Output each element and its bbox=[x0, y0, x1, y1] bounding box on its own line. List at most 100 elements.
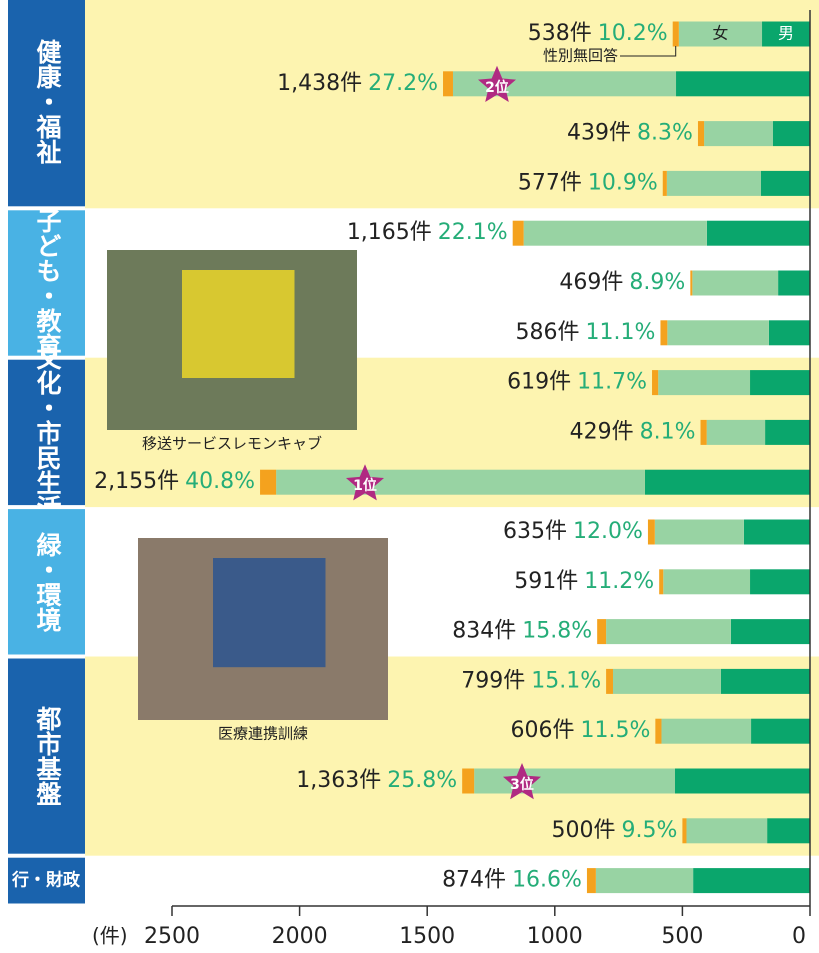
share-label: 8.1% bbox=[640, 419, 696, 444]
bar-segment bbox=[661, 719, 751, 744]
group-label: 文化・市民生活 bbox=[33, 344, 62, 520]
share-label: 15.1% bbox=[531, 668, 601, 693]
share-label: 40.8% bbox=[185, 469, 255, 494]
count-label: 469件 bbox=[559, 270, 623, 295]
count-label: 2,155件 bbox=[94, 469, 179, 494]
bar-segment bbox=[663, 569, 750, 594]
bar-segment bbox=[707, 420, 765, 445]
bar-segment bbox=[658, 370, 750, 395]
bar-segment bbox=[773, 121, 810, 146]
bar-segment bbox=[675, 769, 810, 794]
share-label: 11.2% bbox=[584, 569, 654, 594]
x-axis-label: (件) bbox=[92, 924, 128, 948]
bar-segment bbox=[652, 370, 658, 395]
share-label: 8.3% bbox=[637, 121, 693, 146]
bar-segment bbox=[744, 520, 810, 545]
x-tick-label: 1000 bbox=[527, 924, 583, 949]
bar-segment bbox=[769, 320, 810, 345]
count-label: 439件 bbox=[567, 121, 631, 146]
bar-segment bbox=[704, 121, 773, 146]
count-label: 834件 bbox=[452, 619, 516, 644]
bar-segment bbox=[648, 520, 655, 545]
bar-segment bbox=[686, 818, 767, 843]
share-label: 27.2% bbox=[368, 71, 438, 96]
bar-segment bbox=[765, 420, 810, 445]
share-label: 11.1% bbox=[586, 320, 656, 345]
bar-segment bbox=[276, 470, 645, 495]
bar-segment bbox=[513, 221, 524, 246]
x-tick-label: 2500 bbox=[144, 924, 200, 949]
legend-label: 男 bbox=[778, 24, 794, 43]
share-label: 16.6% bbox=[512, 868, 582, 893]
x-tick-label: 2000 bbox=[272, 924, 328, 949]
bar-segment bbox=[587, 868, 596, 893]
share-label: 9.5% bbox=[621, 818, 677, 843]
count-label: 577件 bbox=[518, 170, 582, 195]
photo-caption: 医療連携訓練 bbox=[218, 725, 308, 743]
bar-segment bbox=[761, 171, 810, 196]
rank-label: 1位 bbox=[353, 477, 377, 494]
bar-segment bbox=[663, 171, 667, 196]
bar-segment bbox=[676, 71, 810, 96]
bar-segment bbox=[474, 769, 675, 794]
share-label: 22.1% bbox=[438, 220, 508, 245]
count-label: 1,438件 bbox=[277, 71, 362, 96]
bar-segment bbox=[659, 569, 663, 594]
count-label: 429件 bbox=[570, 419, 634, 444]
group-label: 緑・環境 bbox=[33, 531, 62, 633]
bar-segment bbox=[443, 71, 453, 96]
rank-label: 2位 bbox=[485, 79, 509, 96]
bar-segment bbox=[613, 669, 721, 694]
bar-segment bbox=[698, 121, 704, 146]
share-label: 11.5% bbox=[580, 718, 650, 743]
bar-segment bbox=[606, 619, 731, 644]
share-label: 25.8% bbox=[387, 768, 457, 793]
bar-segment bbox=[690, 271, 692, 296]
x-tick-label: 500 bbox=[661, 924, 703, 949]
bar-segment bbox=[667, 320, 769, 345]
share-label: 10.9% bbox=[588, 170, 658, 195]
bar-segment bbox=[596, 868, 693, 893]
bar-segment bbox=[655, 719, 661, 744]
share-label: 11.7% bbox=[577, 370, 647, 395]
bar-segment bbox=[660, 320, 667, 345]
photo-caption: 移送サービスレモンキャブ bbox=[142, 435, 322, 453]
bar-segment bbox=[750, 370, 810, 395]
x-tick-label: 1500 bbox=[399, 924, 455, 949]
share-label: 15.8% bbox=[522, 619, 592, 644]
photo-detail bbox=[182, 270, 295, 378]
count-label: 586件 bbox=[516, 320, 580, 345]
bar-segment bbox=[682, 818, 686, 843]
bar-segment bbox=[751, 719, 810, 744]
bar-segment bbox=[767, 818, 810, 843]
bar-segment bbox=[778, 271, 810, 296]
count-label: 799件 bbox=[461, 668, 525, 693]
count-label: 538件 bbox=[528, 21, 592, 46]
group-label: 都市基盤 bbox=[33, 706, 63, 806]
bar-segment bbox=[693, 868, 810, 893]
bar-segment bbox=[750, 569, 810, 594]
bar-segment bbox=[721, 669, 810, 694]
share-label: 12.0% bbox=[573, 519, 643, 544]
count-label: 1,165件 bbox=[347, 220, 432, 245]
count-label: 591件 bbox=[514, 569, 578, 594]
bar-segment bbox=[524, 221, 707, 246]
count-label: 635件 bbox=[503, 519, 567, 544]
bar-segment bbox=[597, 619, 606, 644]
count-label: 1,363件 bbox=[296, 768, 381, 793]
annotation: 性別無回答 bbox=[543, 47, 618, 65]
group-label: 子ども・教育 bbox=[33, 208, 62, 359]
x-tick-label: 0 bbox=[792, 924, 806, 949]
bar-segment bbox=[707, 221, 810, 246]
group-label: 行・財政 bbox=[11, 870, 81, 891]
bar-segment bbox=[462, 769, 474, 794]
legend-label: 女 bbox=[712, 24, 728, 43]
bar-segment bbox=[731, 619, 810, 644]
bar-segment bbox=[606, 669, 613, 694]
chart: 健康・福祉子ども・教育文化・市民生活緑・環境都市基盤行・財政 移送サービスレモンキ… bbox=[0, 0, 819, 949]
share-label: 8.9% bbox=[629, 270, 685, 295]
bar-segment bbox=[667, 171, 761, 196]
bar-segment bbox=[645, 470, 810, 495]
bar-segment bbox=[655, 520, 744, 545]
group-label: 健康・福祉 bbox=[33, 38, 63, 164]
